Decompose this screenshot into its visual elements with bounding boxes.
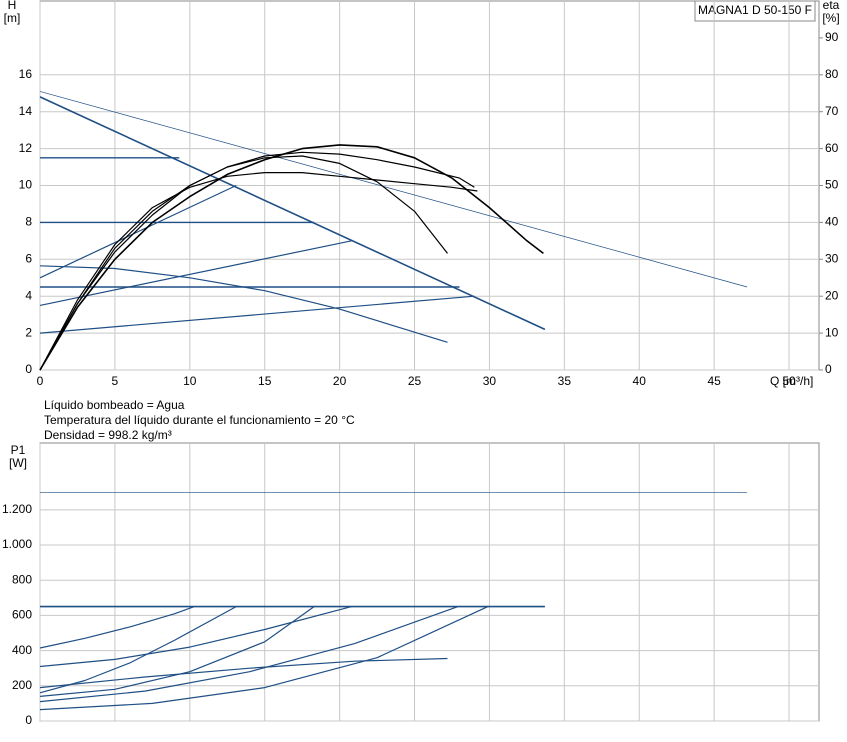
chart-title: MAGNA1 D 50-150 F [698, 3, 812, 17]
y-tick-label: 16 [19, 67, 33, 81]
curve [39, 606, 315, 697]
x-tick-label: 25 [408, 374, 422, 388]
x-tick-label: 30 [483, 374, 497, 388]
x-tick-label: 20 [333, 374, 347, 388]
y-tick-label: 0 [25, 362, 32, 376]
curve [39, 172, 478, 371]
curve [39, 606, 195, 649]
y2-label: [%] [822, 11, 839, 25]
y2-tick-label: 90 [825, 30, 839, 44]
curve [39, 96, 546, 331]
curve [39, 657, 448, 689]
y2-tick-label: 80 [825, 67, 839, 81]
y-label: [m] [4, 11, 21, 25]
curve [39, 295, 475, 334]
curve [39, 184, 237, 279]
curve [39, 606, 459, 703]
x-tick-label: 45 [707, 374, 721, 388]
y-tick-label: 2 [25, 325, 32, 339]
y-tick-label: 10 [19, 178, 33, 192]
curve [39, 151, 475, 371]
y-tick-label: 400 [12, 643, 32, 657]
y-tick-label: 600 [12, 608, 32, 622]
x-tick-label: 15 [258, 374, 272, 388]
x-tick-label: 50 [782, 374, 796, 388]
x-tick-label: 10 [183, 374, 197, 388]
y2-tick-label: 40 [825, 215, 839, 229]
y-tick-label: 800 [12, 572, 32, 586]
y-label: [W] [9, 456, 27, 470]
x-tick-label: 35 [558, 374, 572, 388]
y-tick-label: 0 [25, 713, 32, 727]
x-tick-label: 5 [112, 374, 119, 388]
y-tick-label: 12 [19, 141, 33, 155]
y-tick-label: 4 [25, 288, 32, 302]
curve [39, 155, 448, 371]
y2-tick-label: 60 [825, 141, 839, 155]
curve [39, 606, 489, 711]
y2-tick-label: 50 [825, 178, 839, 192]
y-tick-label: 200 [12, 678, 32, 692]
y-label: P1 [11, 443, 26, 457]
curve [39, 240, 352, 306]
y-tick-label: 14 [19, 104, 33, 118]
y-tick-label: 1.000 [2, 537, 32, 551]
x-tick-label: 0 [37, 374, 44, 388]
x-tick-label: 40 [633, 374, 647, 388]
curve [39, 144, 544, 371]
y2-tick-label: 30 [825, 251, 839, 265]
y-tick-label: 8 [25, 215, 32, 229]
y2-label: eta [823, 0, 840, 12]
y2-tick-label: 20 [825, 288, 839, 302]
y-label: H [8, 0, 17, 12]
y-tick-label: 6 [25, 251, 32, 265]
y2-tick-label: 70 [825, 104, 839, 118]
curve [39, 265, 448, 343]
y-tick-label: 1.200 [2, 502, 32, 516]
note: Densidad = 998.2 kg/m³ [44, 428, 172, 442]
note: Temperatura del líquido durante el funci… [44, 413, 355, 427]
note: Líquido bombeado = Agua [44, 398, 185, 412]
y2-tick-label: 0 [825, 362, 832, 376]
y2-tick-label: 10 [825, 325, 839, 339]
x-label: Q [m³/h] [770, 374, 813, 388]
curve [39, 91, 748, 288]
